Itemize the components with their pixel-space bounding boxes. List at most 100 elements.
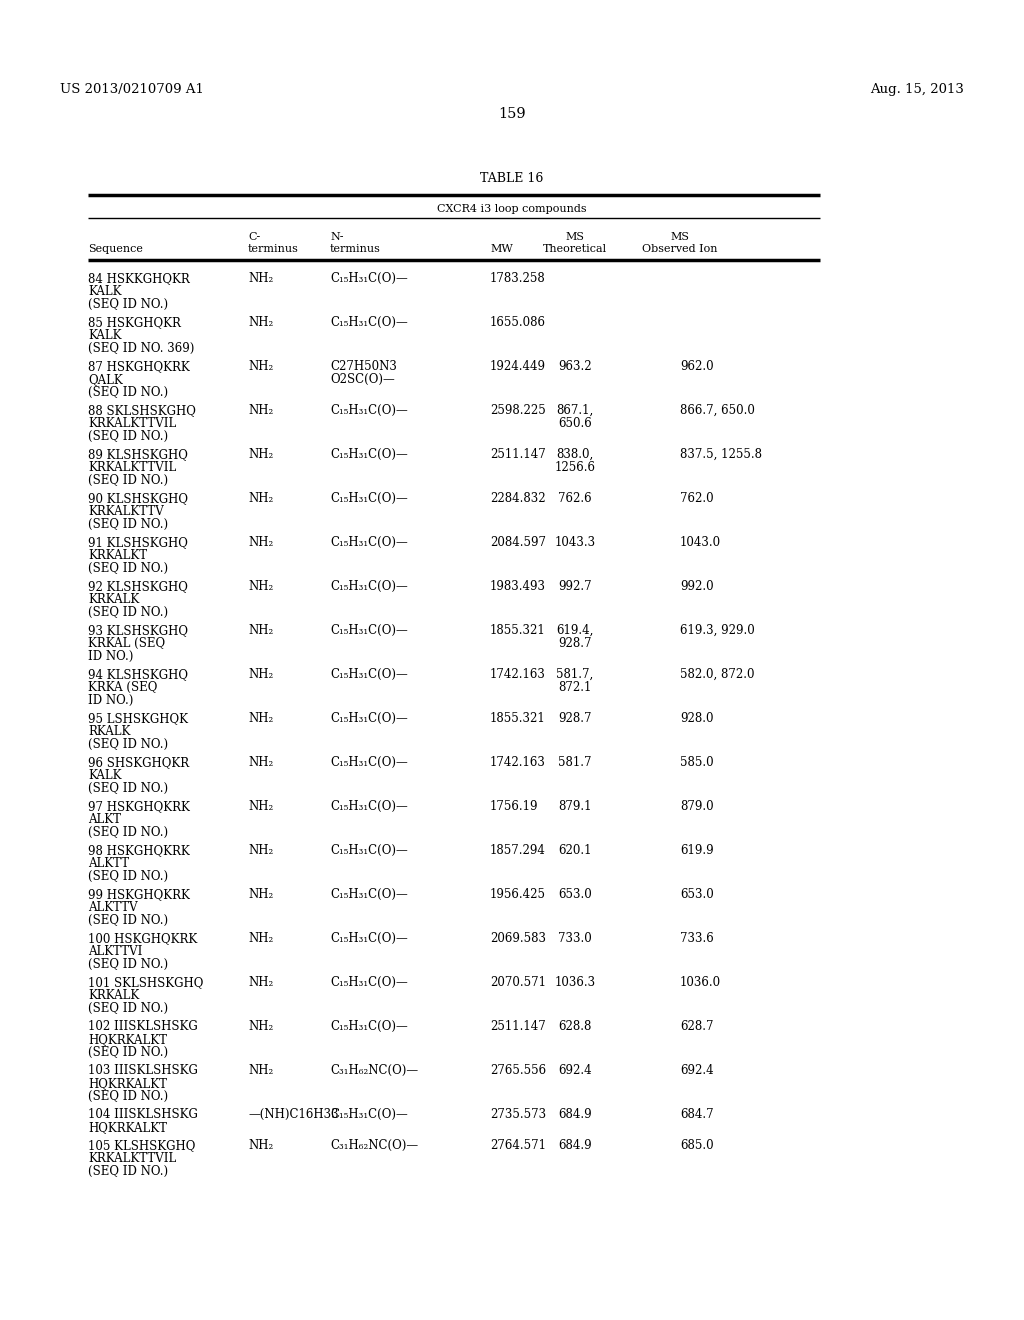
Text: MW: MW	[490, 244, 513, 253]
Text: KRKALK: KRKALK	[88, 989, 139, 1002]
Text: 2598.225: 2598.225	[490, 404, 546, 417]
Text: 684.7: 684.7	[680, 1107, 714, 1121]
Text: TABLE 16: TABLE 16	[480, 172, 544, 185]
Text: KRKALK: KRKALK	[88, 593, 139, 606]
Text: 585.0: 585.0	[680, 756, 714, 770]
Text: (SEQ ID NO.): (SEQ ID NO.)	[88, 1090, 168, 1104]
Text: HQKRKALKT: HQKRKALKT	[88, 1121, 167, 1134]
Text: KRKALKT: KRKALKT	[88, 549, 147, 562]
Text: C₁₅H₃₁C(O)—: C₁₅H₃₁C(O)—	[330, 404, 408, 417]
Text: ID NO.): ID NO.)	[88, 694, 133, 708]
Text: 85 HSKGHQKR: 85 HSKGHQKR	[88, 315, 181, 329]
Text: 2735.573: 2735.573	[490, 1107, 546, 1121]
Text: (SEQ ID NO.): (SEQ ID NO.)	[88, 781, 168, 795]
Text: KRKALKTTV: KRKALKTTV	[88, 506, 164, 517]
Text: (SEQ ID NO.): (SEQ ID NO.)	[88, 1002, 168, 1015]
Text: C-: C-	[248, 232, 260, 242]
Text: 2511.147: 2511.147	[490, 1020, 546, 1034]
Text: 1924.449: 1924.449	[490, 360, 546, 374]
Text: KALK: KALK	[88, 285, 122, 298]
Text: 98 HSKGHQKRK: 98 HSKGHQKRK	[88, 843, 189, 857]
Text: (SEQ ID NO.): (SEQ ID NO.)	[88, 298, 168, 312]
Text: 1043.3: 1043.3	[554, 536, 596, 549]
Text: ALKTTV: ALKTTV	[88, 902, 137, 913]
Text: NH₂: NH₂	[248, 711, 273, 725]
Text: C₁₅H₃₁C(O)—: C₁₅H₃₁C(O)—	[330, 624, 408, 638]
Text: 90 KLSHSKGHQ: 90 KLSHSKGHQ	[88, 492, 188, 506]
Text: (SEQ ID NO. 369): (SEQ ID NO. 369)	[88, 342, 195, 355]
Text: (SEQ ID NO.): (SEQ ID NO.)	[88, 430, 168, 444]
Text: 650.6: 650.6	[558, 417, 592, 430]
Text: NH₂: NH₂	[248, 536, 273, 549]
Text: 89 KLSHSKGHQ: 89 KLSHSKGHQ	[88, 447, 187, 461]
Text: C₁₅H₃₁C(O)—: C₁₅H₃₁C(O)—	[330, 756, 408, 770]
Text: 867.1,: 867.1,	[556, 404, 594, 417]
Text: 104 IIISKLSHSKG: 104 IIISKLSHSKG	[88, 1107, 198, 1121]
Text: C₁₅H₃₁C(O)—: C₁₅H₃₁C(O)—	[330, 975, 408, 989]
Text: 2070.571: 2070.571	[490, 975, 546, 989]
Text: HQKRKALKT: HQKRKALKT	[88, 1077, 167, 1090]
Text: C₁₅H₃₁C(O)—: C₁₅H₃₁C(O)—	[330, 1107, 408, 1121]
Text: 2765.556: 2765.556	[490, 1064, 546, 1077]
Text: 96 SHSKGHQKR: 96 SHSKGHQKR	[88, 756, 189, 770]
Text: 1956.425: 1956.425	[490, 888, 546, 902]
Text: CXCR4 i3 loop compounds: CXCR4 i3 loop compounds	[437, 205, 587, 214]
Text: 94 KLSHSKGHQ: 94 KLSHSKGHQ	[88, 668, 188, 681]
Text: 1742.163: 1742.163	[490, 668, 546, 681]
Text: 1256.6: 1256.6	[555, 461, 596, 474]
Text: 91 KLSHSKGHQ: 91 KLSHSKGHQ	[88, 536, 187, 549]
Text: NH₂: NH₂	[248, 800, 273, 813]
Text: NH₂: NH₂	[248, 932, 273, 945]
Text: 653.0: 653.0	[558, 888, 592, 902]
Text: 872.1: 872.1	[558, 681, 592, 694]
Text: 581.7,: 581.7,	[556, 668, 594, 681]
Text: N-: N-	[330, 232, 343, 242]
Text: terminus: terminus	[330, 244, 381, 253]
Text: C₁₅H₃₁C(O)—: C₁₅H₃₁C(O)—	[330, 272, 408, 285]
Text: 619.9: 619.9	[680, 843, 714, 857]
Text: RKALK: RKALK	[88, 725, 130, 738]
Text: NH₂: NH₂	[248, 272, 273, 285]
Text: 1983.493: 1983.493	[490, 579, 546, 593]
Text: 92 KLSHSKGHQ: 92 KLSHSKGHQ	[88, 579, 187, 593]
Text: terminus: terminus	[248, 244, 299, 253]
Text: 837.5, 1255.8: 837.5, 1255.8	[680, 447, 762, 461]
Text: 1756.19: 1756.19	[490, 800, 539, 813]
Text: MS: MS	[671, 232, 689, 242]
Text: 2084.597: 2084.597	[490, 536, 546, 549]
Text: (SEQ ID NO.): (SEQ ID NO.)	[88, 517, 168, 531]
Text: 684.9: 684.9	[558, 1107, 592, 1121]
Text: C₁₅H₃₁C(O)—: C₁₅H₃₁C(O)—	[330, 536, 408, 549]
Text: 838.0,: 838.0,	[556, 447, 594, 461]
Text: O2SC(O)—: O2SC(O)—	[330, 374, 394, 385]
Text: KRKALKTTVIL: KRKALKTTVIL	[88, 417, 176, 430]
Text: (SEQ ID NO.): (SEQ ID NO.)	[88, 826, 168, 840]
Text: C₃₁H₆₂NC(O)—: C₃₁H₆₂NC(O)—	[330, 1064, 418, 1077]
Text: C₃₁H₆₂NC(O)—: C₃₁H₆₂NC(O)—	[330, 1139, 418, 1152]
Text: NH₂: NH₂	[248, 975, 273, 989]
Text: KRKALKTTVIL: KRKALKTTVIL	[88, 1152, 176, 1166]
Text: 762.6: 762.6	[558, 492, 592, 506]
Text: (SEQ ID NO.): (SEQ ID NO.)	[88, 870, 168, 883]
Text: —(NH)C16H33: —(NH)C16H33	[248, 1107, 339, 1121]
Text: C₁₅H₃₁C(O)—: C₁₅H₃₁C(O)—	[330, 1020, 408, 1034]
Text: KRKA (SEQ: KRKA (SEQ	[88, 681, 158, 694]
Text: NH₂: NH₂	[248, 404, 273, 417]
Text: NH₂: NH₂	[248, 579, 273, 593]
Text: 879.0: 879.0	[680, 800, 714, 813]
Text: 582.0, 872.0: 582.0, 872.0	[680, 668, 755, 681]
Text: C₁₅H₃₁C(O)—: C₁₅H₃₁C(O)—	[330, 711, 408, 725]
Text: QALK: QALK	[88, 374, 123, 385]
Text: KALK: KALK	[88, 770, 122, 781]
Text: 962.0: 962.0	[680, 360, 714, 374]
Text: (SEQ ID NO.): (SEQ ID NO.)	[88, 1045, 168, 1059]
Text: 992.7: 992.7	[558, 579, 592, 593]
Text: 879.1: 879.1	[558, 800, 592, 813]
Text: NH₂: NH₂	[248, 1020, 273, 1034]
Text: 105 KLSHSKGHQ: 105 KLSHSKGHQ	[88, 1139, 196, 1152]
Text: 99 HSKGHQKRK: 99 HSKGHQKRK	[88, 888, 189, 902]
Text: C₁₅H₃₁C(O)—: C₁₅H₃₁C(O)—	[330, 668, 408, 681]
Text: 692.4: 692.4	[558, 1064, 592, 1077]
Text: 1036.3: 1036.3	[554, 975, 596, 989]
Text: (SEQ ID NO.): (SEQ ID NO.)	[88, 474, 168, 487]
